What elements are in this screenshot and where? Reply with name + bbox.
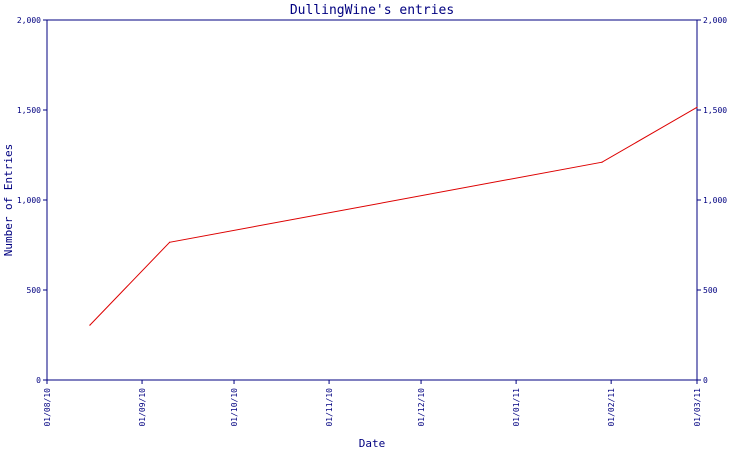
data-point bbox=[89, 324, 91, 326]
y-tick-label-right: 2,000 bbox=[703, 16, 727, 25]
x-tick-label: 01/10/10 bbox=[230, 388, 239, 427]
data-point bbox=[169, 241, 171, 243]
chart-title: DullingWine's entries bbox=[290, 3, 454, 18]
data-point bbox=[601, 161, 603, 163]
data-point bbox=[696, 106, 698, 108]
y-tick-label-right: 0 bbox=[703, 376, 708, 385]
y-tick-label-left: 500 bbox=[27, 286, 42, 295]
y-axis-left: 0 500 1,000 1,500 2,000 bbox=[17, 16, 47, 385]
x-tick-label: 01/11/10 bbox=[325, 388, 334, 427]
y-tick-label-left: 1,000 bbox=[17, 196, 41, 205]
x-tick-label: 01/02/11 bbox=[607, 388, 616, 427]
x-tick-label: 01/03/11 bbox=[693, 388, 702, 427]
y-axis-label: Number of Entries bbox=[2, 144, 15, 257]
y-tick-label-right: 500 bbox=[703, 286, 718, 295]
x-tick-label: 01/08/10 bbox=[43, 388, 52, 427]
plot-frame bbox=[46, 19, 698, 381]
y-tick-label-left: 1,500 bbox=[17, 106, 41, 115]
y-tick-label-right: 1,500 bbox=[703, 106, 727, 115]
x-tick-label: 01/12/10 bbox=[417, 388, 426, 427]
y-tick-label-right: 1,000 bbox=[703, 196, 727, 205]
series-line bbox=[89, 106, 698, 326]
x-tick-label: 01/09/10 bbox=[138, 388, 147, 427]
series-group bbox=[89, 106, 698, 326]
y-axis-right: 0 500 1,000 1,500 2,000 bbox=[697, 16, 727, 385]
x-axis: 01/08/10 01/09/10 01/10/10 01/11/10 01/12/10… bbox=[43, 380, 702, 427]
x-tick-label: 01/01/11 bbox=[512, 388, 521, 427]
y-tick-label-left: 0 bbox=[36, 376, 41, 385]
y-tick-label-left: 2,000 bbox=[17, 16, 41, 25]
x-axis-label: Date bbox=[359, 437, 386, 450]
